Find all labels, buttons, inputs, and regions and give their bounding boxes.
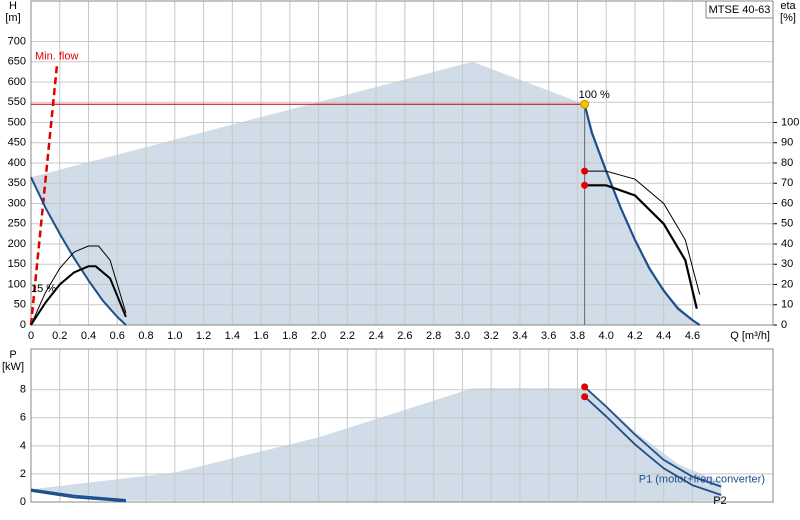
x-tick-label: 3.2 (484, 330, 499, 342)
legend-label: P2 (713, 495, 726, 507)
x-tick-label: 0.8 (138, 330, 153, 342)
y-tick-label: 6 (20, 412, 26, 424)
x-tick-label: 0.4 (81, 330, 96, 342)
x-tick-label: 3.4 (512, 330, 527, 342)
x-tick-label: 1.2 (196, 330, 211, 342)
speed-label: 15 % (31, 283, 56, 295)
x-tick-label: 2.6 (397, 330, 412, 342)
x-tick-label: 4.0 (599, 330, 614, 342)
plot-frame (30, 0, 774, 326)
y-tick-label: 550 (8, 96, 26, 108)
y-tick-label: 0 (20, 319, 26, 331)
x-tick-label: 1.4 (225, 330, 240, 342)
x-axis-label: Q [m³/h] (730, 330, 770, 342)
operating-point (581, 167, 589, 175)
y-tick-label: 200 (8, 238, 26, 250)
x-tick-label: 2.2 (340, 330, 355, 342)
curve (583, 104, 701, 326)
y-tick-label: 600 (8, 76, 26, 88)
x-tick-label: 2.8 (426, 330, 441, 342)
y-tick-label: 4 (20, 440, 26, 452)
y2-tick-label: 30 (781, 258, 793, 270)
speed-label: 100 % (579, 89, 610, 101)
x-tick-label: 4.6 (685, 330, 700, 342)
curve (583, 386, 722, 488)
y-tick-label: 400 (8, 157, 26, 169)
y-tick-label: 700 (8, 35, 26, 47)
operating-point (581, 383, 589, 391)
x-tick-label: 2.0 (311, 330, 326, 342)
x-tick-label: 3.8 (570, 330, 585, 342)
curve (583, 396, 722, 496)
curve (30, 265, 127, 326)
y-tick-label: 2 (20, 468, 26, 480)
x-tick-label: 4.4 (656, 330, 671, 342)
y-tick-label: 0 (20, 496, 26, 508)
min-flow-label: Min. flow (35, 51, 78, 63)
y-tick-label: 500 (8, 116, 26, 128)
x-tick-label: 1.8 (282, 330, 297, 342)
y2-tick-label: 60 (781, 197, 793, 209)
curve (30, 488, 126, 501)
y-tick-label: 100 (8, 278, 26, 290)
duty-point (580, 99, 590, 109)
x-tick-label: 1.6 (253, 330, 268, 342)
y-tick-label: 250 (8, 218, 26, 230)
curve (30, 489, 126, 503)
y-axis-label: H (9, 0, 17, 12)
y2-axis-label: eta (780, 0, 796, 12)
y2-tick-label: 90 (781, 137, 793, 149)
chart-title: MTSE 40-63 (709, 4, 771, 16)
operating-point (581, 181, 589, 189)
operating-area (31, 61, 700, 326)
title-box (705, 0, 774, 19)
x-tick-label: 3.0 (455, 330, 470, 342)
y2-tick-label: 80 (781, 157, 793, 169)
y2-tick-label: 50 (781, 218, 793, 230)
legend-label: P1 (motor+freq.converter) (639, 473, 765, 485)
y-axis-label: P (9, 349, 16, 361)
x-tick-label: 3.6 (541, 330, 556, 342)
x-tick-label: 4.2 (627, 330, 642, 342)
curve (30, 245, 127, 326)
y-tick-label: 350 (8, 177, 26, 189)
y-tick-label: 650 (8, 56, 26, 68)
curve (584, 184, 698, 310)
x-tick-label: 0.2 (52, 330, 67, 342)
x-tick-label: 1.0 (167, 330, 182, 342)
y2-tick-label: 70 (781, 177, 793, 189)
curve (584, 170, 701, 295)
y2-tick-label: 0 (781, 319, 787, 331)
y2-tick-label: 100 (781, 116, 799, 128)
y-tick-label: 8 (20, 384, 26, 396)
y-tick-label: 150 (8, 258, 26, 270)
x-tick-label: 0 (28, 330, 34, 342)
y2-tick-label: 40 (781, 238, 793, 250)
y-tick-label: 450 (8, 137, 26, 149)
x-tick-label: 2.4 (368, 330, 383, 342)
plot-frame (30, 348, 774, 503)
y-axis-unit: [kW] (2, 361, 24, 373)
y-axis-unit: [m] (5, 12, 20, 24)
y-tick-label: 300 (8, 197, 26, 209)
y2-tick-label: 10 (781, 299, 793, 311)
y2-tick-label: 20 (781, 278, 793, 290)
x-tick-label: 0.6 (110, 330, 125, 342)
operating-point (581, 393, 589, 401)
y-tick-label: 50 (14, 299, 26, 311)
y2-axis-unit: [%] (780, 12, 796, 24)
